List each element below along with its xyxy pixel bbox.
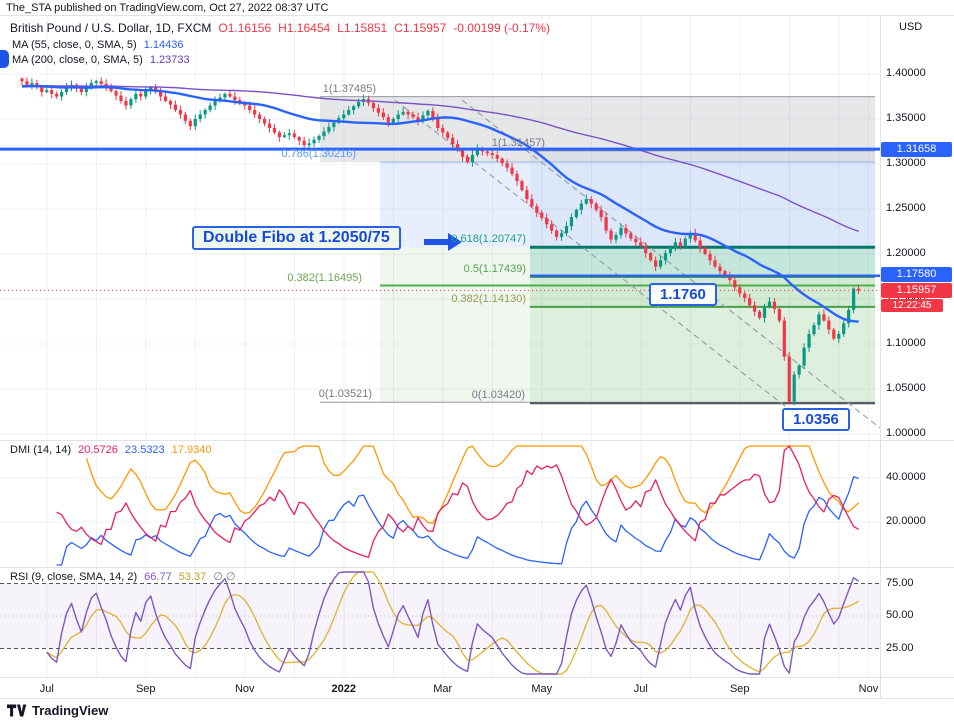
double-fibo-annotation[interactable]: Double Fibo at 1.2050/75: [192, 226, 401, 250]
rsi-tick-label: 75.00: [886, 576, 914, 589]
symbol-title: British Pound / U.S. Dollar, 1D, FXCM: [10, 21, 212, 35]
dmi-label: DMI (14, 14): [10, 444, 72, 456]
symbol-legend[interactable]: British Pound / U.S. Dollar, 1D, FXCM O1.…: [10, 21, 557, 35]
time-tick-label: Sep: [729, 683, 750, 695]
ma200-legend[interactable]: MA (200, close, 0, SMA, 5) 1.23733: [12, 54, 197, 66]
time-tick-label: May: [531, 683, 553, 695]
fib-level-label: 0(1.03521): [318, 388, 372, 401]
time-tick-label: Jul: [39, 683, 54, 695]
dmi-legend[interactable]: DMI (14, 14) 20.5726 23.5323 17.9340: [10, 444, 218, 456]
ma55-label: MA (55, close, 0, SMA, 5): [12, 39, 137, 51]
moving-averages: [21, 84, 859, 323]
fib-level-label: 0.5(1.17439): [463, 263, 526, 276]
ma200-value: 1.23733: [149, 54, 190, 66]
pane-frame: [0, 15, 954, 699]
level-1036-annotation[interactable]: 1.0356: [782, 408, 850, 431]
ohlc-open: O1.16156: [218, 21, 272, 35]
ohlc-high: H1.16454: [278, 21, 331, 35]
trend-channel: [394, 99, 881, 433]
grid-lines: [0, 16, 880, 677]
ma55-value: 1.14436: [143, 39, 184, 51]
price-tick-label: 1.05000: [886, 382, 926, 394]
ohlc-change: -0.00199 (-0.17%): [453, 21, 551, 35]
fib-level-label: 0(1.03420): [471, 389, 525, 402]
rsi-pane: [0, 571, 880, 675]
time-tick-label: Nov: [858, 683, 879, 695]
fib-level-label: 1(1.31457): [491, 136, 545, 149]
price-tick-label: 1.25000: [886, 202, 926, 214]
fib-level-label: 0.786(1.30216): [281, 148, 356, 161]
price-tick-label: 1.40000: [886, 67, 926, 79]
dmi-value-3: 17.9340: [171, 444, 212, 456]
ma200-label: MA (200, close, 0, SMA, 5): [12, 54, 143, 66]
rsi-tick-label: 25.00: [886, 641, 914, 654]
publisher-avatar[interactable]: [0, 50, 9, 68]
rsi-legend[interactable]: RSI (9, close, SMA, 14, 2) 66.77 53.37 ∅ ∅: [10, 570, 242, 583]
dmi-tick-label: 20.0000: [886, 515, 926, 527]
rsi-value-2: 53.37: [178, 571, 207, 583]
price-tick-label: 1.10000: [886, 337, 926, 349]
price-tick-label: 1.20000: [886, 247, 926, 259]
dmi-value-1: 20.5726: [78, 444, 118, 456]
rsi-extra: ∅ ∅: [213, 571, 236, 583]
horizontal-lines: [0, 147, 880, 291]
time-tick-label: Sep: [135, 683, 156, 695]
bar-countdown-tag: 12:22:45: [881, 299, 943, 312]
last-price-tag[interactable]: 1.15957: [881, 283, 952, 298]
rsi-value-1: 66.77: [144, 571, 172, 583]
fib-level-label: 0.618(1.20747): [451, 233, 526, 246]
rsi-tick-label: 50.00: [886, 609, 914, 621]
price-tick-label: 1.30000: [886, 157, 926, 169]
time-tick-label: Nov: [234, 683, 255, 695]
time-tick-label: 2022: [331, 683, 356, 695]
dmi-value-2: 23.5323: [124, 444, 165, 456]
tradingview-brand-label: TradingView: [32, 703, 109, 718]
ohlc-low: L1.15851: [337, 21, 388, 35]
price-axis-currency-label: USD: [899, 21, 923, 33]
rsi-label: RSI (9, close, SMA, 14, 2): [10, 571, 138, 583]
time-tick-label: Mar: [433, 683, 453, 695]
tradingview-logo-icon: [7, 704, 27, 717]
ohlc-close: C1.15957: [394, 21, 447, 35]
price-tick-label: 1.35000: [886, 112, 926, 124]
price-tick-label: 1.00000: [886, 427, 926, 439]
time-tick-label: Jul: [633, 683, 648, 695]
double-fibo-arrow: [424, 233, 462, 251]
fib-level-label: 0.382(1.14130): [451, 292, 526, 305]
published-caption: The_STA published on TradingView.com, Oc…: [6, 2, 329, 14]
tradingview-brand[interactable]: TradingView: [7, 703, 108, 718]
fib-level-label: 0.382(1.16495): [287, 271, 362, 284]
price-tag-1.17580[interactable]: 1.17580: [881, 267, 952, 282]
level-1760-annotation[interactable]: 1.1760: [649, 283, 717, 306]
price-tag-1.31658[interactable]: 1.31658: [881, 142, 952, 157]
fib-level-label: 1(1.37485): [322, 82, 376, 95]
ma55-legend[interactable]: MA (55, close, 0, SMA, 5) 1.14436: [12, 39, 190, 51]
dmi-pane: [56, 445, 860, 566]
dmi-tick-label: 40.0000: [886, 471, 926, 483]
